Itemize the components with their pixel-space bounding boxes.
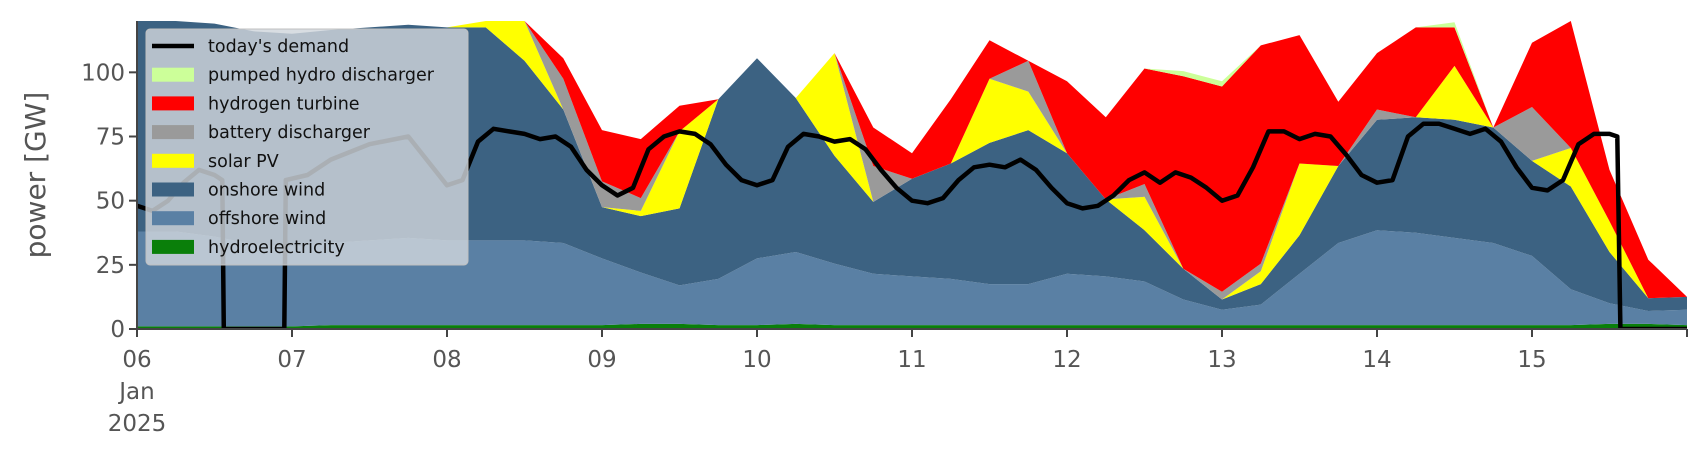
y-axis-title: power [GW] <box>19 92 52 259</box>
x-tick-label: 06 Jan 2025 <box>108 347 167 437</box>
legend-label-battery-discharger: battery discharger <box>208 123 371 143</box>
x-tick-label: 11 <box>897 347 926 373</box>
plot-areas <box>137 21 1687 329</box>
y-ticks: 0 25 50 75 100 <box>81 60 137 343</box>
x-tick-label: 13 <box>1207 347 1236 373</box>
x-tick-label: 15 <box>1517 347 1546 373</box>
legend-box <box>145 28 469 266</box>
area-hydrogen-turbine <box>137 21 1687 299</box>
x-tick-label: 14 <box>1362 347 1391 373</box>
legend-swatch-pumped-hydro-discharger <box>152 67 194 82</box>
x-tick-label: 12 <box>1052 347 1081 373</box>
y-tick-label: 0 <box>110 317 125 343</box>
legend-label-hydrogen-turbine: hydrogen turbine <box>208 94 360 114</box>
legend-label-hydroelectricity: hydroelectricity <box>208 238 345 258</box>
area-onshore-wind <box>137 21 1687 311</box>
legend-label-pumped-hydro-discharger: pumped hydro discharger <box>208 66 435 86</box>
legend-swatch-solar-pv <box>152 153 194 168</box>
legend-swatch-hydroelectricity <box>152 239 194 254</box>
x-ticks: 06 Jan 2025 07 08 09 10 11 12 13 14 15 <box>108 329 1688 437</box>
legend-label-offshore-wind: offshore wind <box>208 209 326 229</box>
y-tick-label: 50 <box>96 189 125 215</box>
legend-label-onshore-wind: onshore wind <box>208 181 325 201</box>
legend-swatch-onshore-wind <box>152 182 194 197</box>
legend-swatch-offshore-wind <box>152 211 194 226</box>
legend-swatch-battery-discharger <box>152 125 194 140</box>
area-offshore-wind <box>137 230 1687 327</box>
y-tick-label: 75 <box>96 125 125 151</box>
legend-label-today-s-demand: today's demand <box>208 37 349 57</box>
x-tick-label: 08 <box>432 347 461 373</box>
x-tick-label: 10 <box>742 347 771 373</box>
axes: 0 25 50 75 100 06 Jan 2025 07 08 09 10 11 12 13 14 15 p… <box>19 21 1688 437</box>
y-tick-label: 25 <box>96 253 125 279</box>
y-tick-label: 100 <box>81 60 125 86</box>
legend-swatch-hydrogen-turbine <box>152 96 194 111</box>
legend-label-solar-pv: solar PV <box>208 152 279 172</box>
area-solar-pv <box>137 21 1687 300</box>
x-tick-label: 09 <box>587 347 616 373</box>
legend: today's demand pumped hydro discharger hyd… <box>145 28 469 266</box>
x-tick-label: 07 <box>277 347 306 373</box>
area-hydroelectricity <box>137 323 1687 329</box>
